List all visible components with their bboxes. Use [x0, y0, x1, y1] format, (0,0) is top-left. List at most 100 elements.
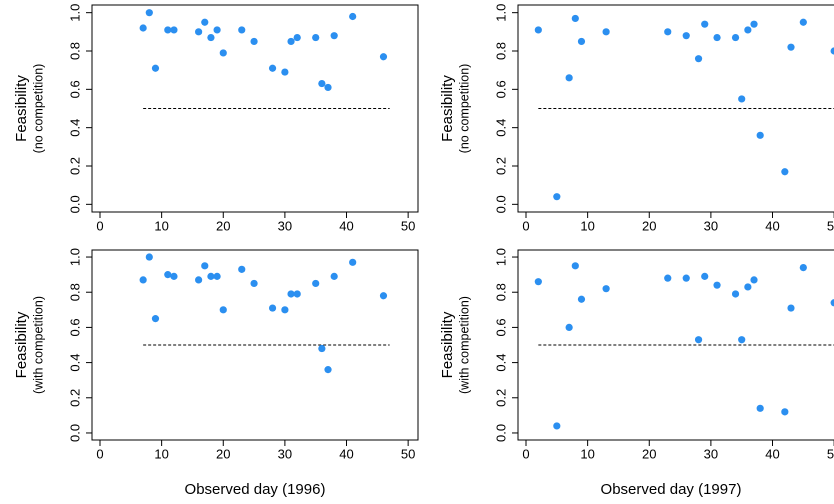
y-tick-label: 1.0 [67, 4, 82, 22]
point [195, 28, 203, 36]
point [744, 283, 752, 291]
point [281, 306, 289, 314]
point [164, 271, 172, 279]
y-tick-label: 0.6 [493, 80, 508, 98]
point [293, 33, 301, 42]
y-axis-sublabel: (no competition) [457, 64, 471, 154]
x-tick-label: 20 [216, 218, 230, 233]
plot-frame [517, 4, 834, 213]
point [151, 315, 160, 323]
point [682, 32, 690, 40]
point [799, 18, 807, 26]
point [164, 26, 172, 34]
point [379, 292, 388, 300]
point [744, 26, 752, 34]
point [170, 272, 178, 280]
point [787, 304, 795, 312]
y-tick-label: 1.0 [493, 248, 508, 266]
point [713, 33, 721, 42]
y-tick-label: 0.8 [493, 42, 508, 60]
point [738, 336, 746, 344]
point [694, 336, 703, 344]
point [553, 422, 561, 430]
point [250, 279, 258, 288]
x-tick-label: 0 [96, 218, 103, 233]
point [238, 26, 246, 34]
point [318, 344, 326, 353]
point [731, 33, 740, 42]
point [701, 20, 709, 28]
point [534, 278, 542, 286]
y-tick-label: 0.6 [67, 318, 82, 336]
point [250, 37, 258, 46]
y-tick-label: 0.6 [67, 80, 82, 98]
point [713, 281, 721, 289]
y-tick-label: 0.4 [493, 119, 508, 137]
point [139, 24, 147, 32]
x-tick-label: 40 [765, 218, 779, 233]
x-tick-label: 40 [765, 446, 779, 461]
x-tick-label: 50 [827, 446, 834, 461]
x-tick-label: 30 [704, 446, 718, 461]
point [602, 28, 610, 36]
point [571, 262, 579, 270]
x-tick-label: 40 [339, 218, 353, 233]
x-tick-label: 0 [522, 446, 529, 461]
point [756, 131, 764, 139]
x-tick-label: 30 [704, 218, 718, 233]
point [293, 290, 301, 298]
point [349, 258, 357, 266]
y-tick-label: 0.8 [493, 283, 508, 301]
point [787, 43, 795, 51]
point [664, 274, 672, 282]
point [312, 279, 320, 288]
point [830, 299, 834, 307]
y-tick-label: 0.8 [67, 283, 82, 301]
point [750, 276, 758, 284]
y-tick-label: 0.4 [67, 119, 82, 137]
point [201, 262, 209, 270]
point [207, 272, 215, 280]
x-tick-label: 20 [642, 446, 656, 461]
x-tick-label: 40 [339, 446, 353, 461]
point [577, 37, 586, 46]
point [781, 408, 789, 416]
point [324, 83, 332, 92]
y-tick-label: 0.2 [493, 157, 508, 175]
y-tick-label: 0.4 [493, 354, 508, 372]
y-tick-label: 1.0 [67, 248, 82, 266]
point [682, 274, 690, 282]
y-axis-label: Feasibility [13, 75, 30, 142]
point [731, 290, 740, 298]
y-tick-label: 1.0 [493, 4, 508, 22]
x-tick-label: 30 [278, 218, 292, 233]
y-tick-label: 0.2 [67, 389, 82, 407]
x-tick-label: 20 [216, 446, 230, 461]
x-tick-label: 50 [401, 446, 415, 461]
point [577, 295, 586, 303]
y-axis-label: Feasibility [13, 311, 30, 378]
point [145, 253, 153, 261]
x-tick-label: 0 [522, 218, 529, 233]
x-tick-label: 20 [642, 218, 656, 233]
point [207, 33, 215, 42]
point [799, 263, 807, 272]
point [534, 26, 542, 34]
point [553, 193, 561, 201]
point [318, 79, 326, 88]
y-tick-label: 0.2 [67, 157, 82, 175]
y-tick-label: 0.0 [493, 424, 508, 442]
point [349, 12, 357, 21]
point [151, 64, 160, 72]
point [330, 32, 338, 40]
point [219, 306, 227, 314]
point [738, 95, 746, 103]
y-axis-sublabel: (with competition) [31, 296, 45, 394]
x-tick-label: 10 [580, 218, 594, 233]
point [756, 404, 764, 412]
point [238, 265, 246, 273]
point [139, 276, 147, 284]
x-tick-label: 10 [580, 446, 594, 461]
y-tick-label: 0.0 [67, 424, 82, 442]
